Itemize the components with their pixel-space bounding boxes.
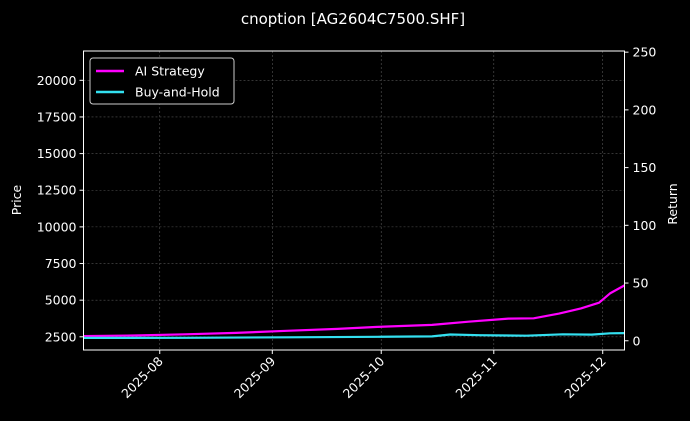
x-tick-label: 2025-09 [231, 353, 279, 401]
series-lines [83, 284, 626, 339]
y-axis-label-right: Return [665, 183, 680, 224]
y-right-tick-label: 200 [633, 102, 657, 117]
plot-frame [83, 50, 625, 351]
x-axis: 2025-08 2025-09 2025-10 2025-11 2025-12 [118, 350, 609, 401]
x-tick-label: 2025-12 [561, 354, 609, 402]
y-axis-label-left: Price [9, 184, 24, 215]
series-line-0 [83, 284, 626, 338]
y-left-tick-label: 12500 [37, 183, 77, 198]
legend-label: AI Strategy [135, 64, 205, 79]
x-tick-label: 2025-08 [118, 353, 166, 401]
legend-box [89, 57, 235, 105]
left-y-axis: 2500 5000 7500 10000 12500 15000 17500 20000 [37, 73, 84, 344]
y-left-tick-label: 7500 [45, 256, 77, 271]
y-left-tick-label: 15000 [37, 146, 77, 161]
x-tick-label: 2025-10 [340, 353, 388, 401]
y-right-tick-label: 100 [633, 218, 657, 233]
y-right-tick-label: 50 [633, 276, 649, 291]
legend: AI Strategy Buy-and-Hold [89, 57, 235, 105]
right-y-axis: 0 50 100 150 200 250 [624, 45, 657, 348]
y-left-tick-label: 2500 [45, 329, 77, 344]
legend-label: Buy-and-Hold [135, 85, 220, 100]
x-tick-label: 2025-11 [452, 354, 500, 402]
y-left-tick-label: 17500 [37, 109, 77, 124]
y-left-tick-label: 5000 [45, 293, 77, 308]
chart-title: cnoption [AG2604C7500.SHF] [241, 10, 465, 28]
y-left-tick-label: 10000 [37, 219, 77, 234]
grid [83, 51, 625, 350]
series-line-1 [83, 332, 625, 339]
y-right-tick-label: 250 [633, 45, 657, 60]
y-right-tick-label: 150 [633, 160, 657, 175]
y-left-tick-label: 20000 [37, 73, 77, 88]
y-right-tick-label: 0 [633, 333, 641, 348]
